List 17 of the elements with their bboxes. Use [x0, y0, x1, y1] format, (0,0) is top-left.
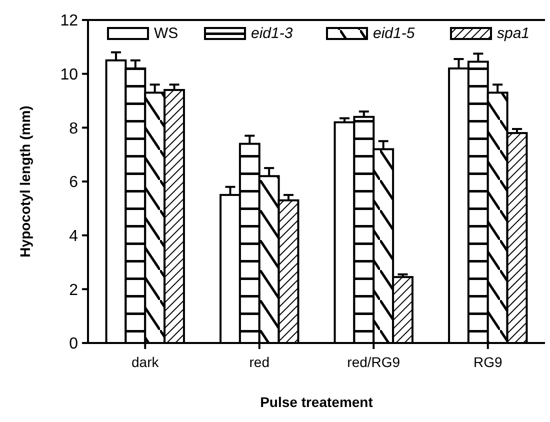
x-tick-label: RG9 — [473, 354, 502, 370]
x-tick-label: red — [249, 354, 270, 370]
legend-label: eid1-3 — [251, 25, 294, 42]
y-tick-label: 0 — [69, 336, 78, 353]
legend-label: WS — [154, 25, 178, 42]
x-tick-label: red/RG9 — [347, 354, 400, 370]
y-tick-label: 10 — [60, 66, 78, 84]
y-tick-label: 12 — [60, 12, 78, 30]
y-tick-label: 2 — [69, 282, 78, 299]
x-axis-title: Pulse treatement — [260, 394, 374, 410]
y-tick-label: 4 — [69, 228, 78, 245]
y-tick-label: 8 — [69, 120, 78, 138]
y-tick-label: 6 — [69, 174, 78, 192]
x-tick-label: dark — [132, 354, 160, 370]
legend-label: eid1-5 — [373, 25, 416, 42]
y-axis-title: Hypocotyl length (mm) — [17, 106, 33, 258]
legend-label: spa1 — [497, 25, 530, 42]
